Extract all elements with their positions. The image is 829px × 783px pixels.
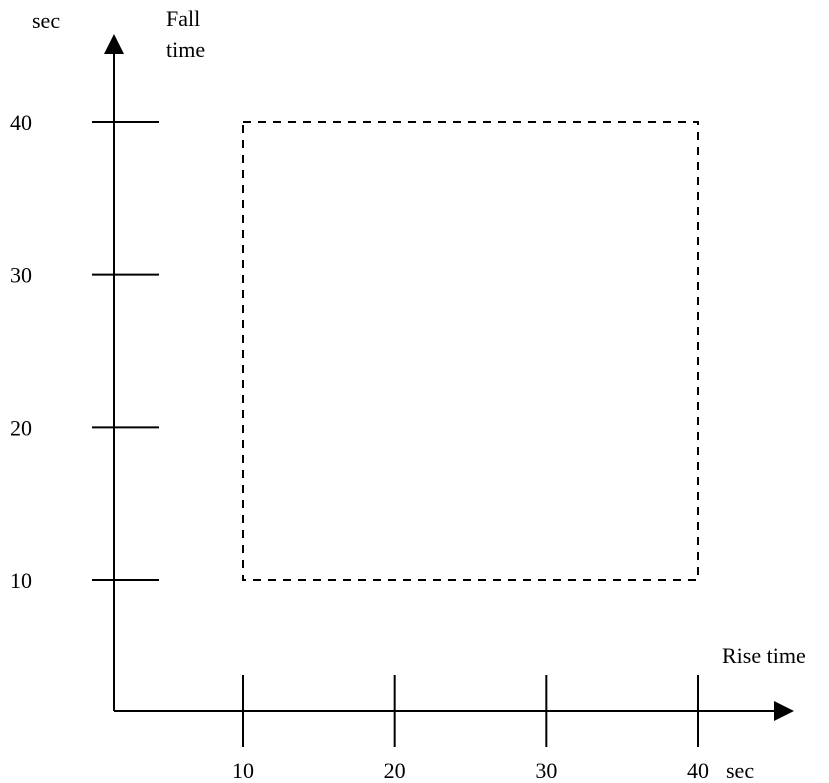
y-axis-label-line-2: time — [166, 37, 205, 62]
dashed-region — [242, 121, 699, 581]
x-tick-label: 20 — [384, 758, 406, 783]
y-axis-label-line-1: Fall — [166, 6, 200, 31]
x-axis-label: Rise time — [722, 643, 806, 668]
x-tick-label: 10 — [232, 758, 254, 783]
y-tick-label: 40 — [10, 110, 32, 135]
y-tick-label: 30 — [10, 263, 32, 288]
x-tick-label: 30 — [535, 758, 557, 783]
x-axis-unit: sec — [726, 758, 754, 783]
ticks-layer: 10 20 30 40 10 20 30 40 — [10, 110, 709, 783]
x-tick-label: 40 — [687, 758, 709, 783]
region-layer — [242, 121, 699, 581]
y-tick-label: 20 — [10, 415, 32, 440]
y-axis-unit: sec — [32, 8, 60, 33]
y-tick-label: 10 — [10, 568, 32, 593]
